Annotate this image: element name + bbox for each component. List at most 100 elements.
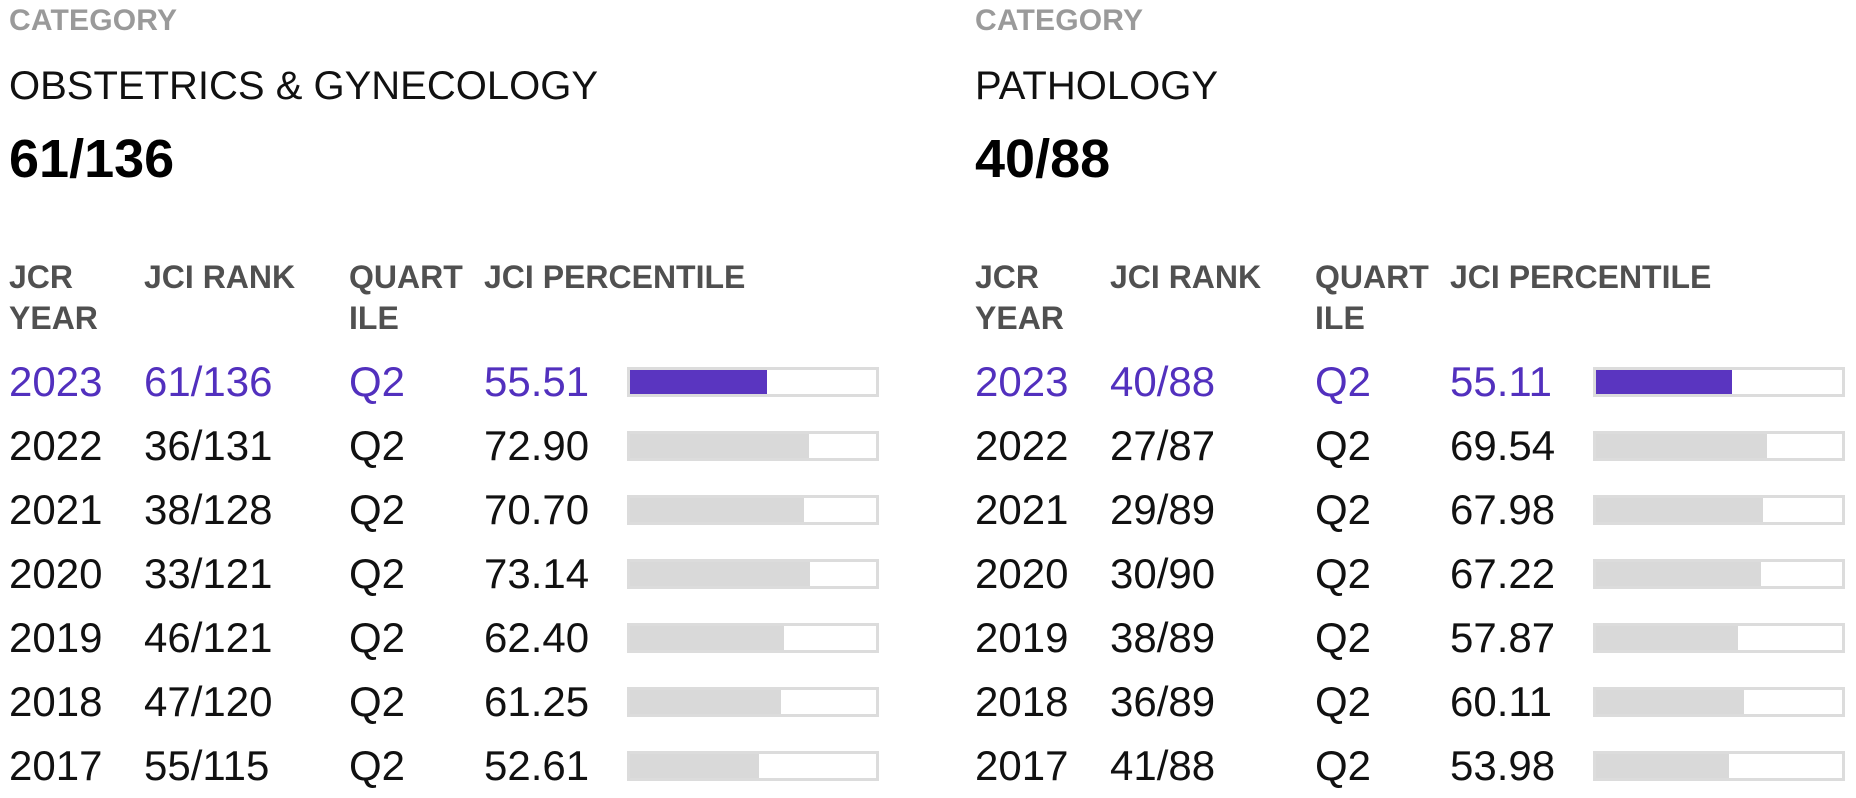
percentile-bar (627, 495, 879, 525)
percentile-bar-fill (1596, 370, 1732, 394)
rank-cell: 36/89 (1110, 678, 1216, 725)
percentile-cell: 52.61 (484, 742, 590, 789)
rank-cell: 30/90 (1110, 550, 1216, 597)
percentile-cell: 60.11 (1450, 678, 1552, 725)
quartile-cell: Q2 (349, 550, 406, 597)
category-rank: 61/136 (9, 129, 175, 189)
quartile-cell: Q2 (1315, 742, 1372, 789)
year-cell: 2023 (9, 358, 103, 405)
column-header-jci-percentile: JCI PERCENTILE (484, 259, 746, 295)
percentile-bar (1593, 559, 1845, 589)
percentile-bar-fill (1596, 434, 1768, 458)
rank-cell: 55/115 (144, 742, 270, 789)
percentile-bar (1593, 751, 1845, 781)
table-row: 2020 30/90 Q2 67.22 (975, 542, 1855, 606)
quartile-cell: Q2 (349, 486, 406, 533)
rank-cell: 46/121 (144, 614, 273, 661)
quartile-cell: Q2 (349, 358, 406, 405)
quartile-cell: Q2 (1315, 614, 1372, 661)
percentile-bar-fill (630, 562, 810, 586)
year-cell: 2017 (975, 742, 1069, 789)
quartile-cell: Q2 (1315, 358, 1372, 405)
table-row: 2022 36/131 Q2 72.90 (9, 414, 889, 478)
percentile-bar-fill (630, 626, 784, 650)
percentile-cell: 67.22 (1450, 550, 1556, 597)
percentile-cell: 55.11 (1450, 358, 1552, 405)
table-row: 2023 40/88 Q2 55.11 (975, 350, 1855, 414)
percentile-bar-fill (630, 370, 767, 394)
percentile-bar-fill (630, 690, 781, 714)
column-header-jcr-year: JCR YEAR (975, 259, 1064, 336)
percentile-cell: 53.98 (1450, 742, 1556, 789)
year-cell: 2019 (975, 614, 1069, 661)
rank-cell: 38/89 (1110, 614, 1216, 661)
category-rank: 40/88 (975, 129, 1111, 189)
rank-cell: 41/88 (1110, 742, 1216, 789)
percentile-bar (627, 559, 879, 589)
year-cell: 2018 (9, 678, 103, 725)
percentile-bar (627, 623, 879, 653)
table-row: 2021 38/128 Q2 70.70 (9, 478, 889, 542)
category-name: OBSTETRICS & GYNECOLOGY (9, 64, 599, 108)
percentile-cell: 69.54 (1450, 422, 1556, 469)
percentile-cell: 62.40 (484, 614, 590, 661)
category-label: CATEGORY (9, 4, 178, 37)
column-header-quartile: QUART ILE (1315, 259, 1429, 336)
percentile-bar-fill (1596, 562, 1762, 586)
category-name: PATHOLOGY (975, 64, 1219, 108)
rank-cell: 61/136 (144, 358, 273, 405)
column-header-quartile: QUART ILE (349, 259, 463, 336)
year-cell: 2021 (975, 486, 1069, 533)
percentile-bar (1593, 687, 1845, 717)
percentile-bar (1593, 431, 1845, 461)
quartile-cell: Q2 (349, 614, 406, 661)
percentile-bar (1593, 367, 1845, 397)
table-row: 2019 46/121 Q2 62.40 (9, 606, 889, 670)
table-row: 2018 47/120 Q2 61.25 (9, 670, 889, 734)
percentile-bar-fill (630, 754, 760, 778)
percentile-bar (627, 367, 879, 397)
table-row: 2020 33/121 Q2 73.14 (9, 542, 889, 606)
year-cell: 2022 (9, 422, 103, 469)
year-cell: 2022 (975, 422, 1069, 469)
percentile-bar (627, 751, 879, 781)
percentile-bar (1593, 623, 1845, 653)
percentile-cell: 61.25 (484, 678, 590, 725)
percentile-bar (1593, 495, 1845, 525)
year-cell: 2023 (975, 358, 1069, 405)
percentile-bar (627, 687, 879, 717)
rank-cell: 38/128 (144, 486, 273, 533)
quartile-cell: Q2 (349, 742, 406, 789)
percentile-bar-fill (1596, 498, 1764, 522)
year-cell: 2018 (975, 678, 1069, 725)
year-cell: 2020 (975, 550, 1069, 597)
table-row: 2017 55/115 Q2 52.61 (9, 734, 889, 798)
quartile-cell: Q2 (1315, 422, 1372, 469)
percentile-cell: 55.51 (484, 358, 590, 405)
table-row: 2017 41/88 Q2 53.98 (975, 734, 1855, 798)
year-cell: 2020 (9, 550, 103, 597)
percentile-bar-fill (630, 434, 810, 458)
year-cell: 2017 (9, 742, 103, 789)
quartile-cell: Q2 (349, 422, 406, 469)
percentile-cell: 73.14 (484, 550, 590, 597)
rank-cell: 27/87 (1110, 422, 1216, 469)
percentile-bar-fill (630, 498, 804, 522)
column-header-jci-percentile: JCI PERCENTILE (1450, 259, 1712, 295)
percentile-bar-fill (1596, 690, 1744, 714)
rank-cell: 40/88 (1110, 358, 1216, 405)
rank-cell: 36/131 (144, 422, 273, 469)
percentile-bar-fill (1596, 626, 1739, 650)
percentile-cell: 57.87 (1450, 614, 1556, 661)
quartile-cell: Q2 (349, 678, 406, 725)
table-row: 2023 61/136 Q2 55.51 (9, 350, 889, 414)
percentile-bar (627, 431, 879, 461)
rank-cell: 47/120 (144, 678, 273, 725)
table-row: 2022 27/87 Q2 69.54 (975, 414, 1855, 478)
table-row: 2018 36/89 Q2 60.11 (975, 670, 1855, 734)
percentile-cell: 72.90 (484, 422, 590, 469)
category-label: CATEGORY (975, 4, 1144, 37)
rank-cell: 33/121 (144, 550, 273, 597)
column-header-jci-rank: JCI RANK (1110, 259, 1262, 295)
table-row: 2019 38/89 Q2 57.87 (975, 606, 1855, 670)
